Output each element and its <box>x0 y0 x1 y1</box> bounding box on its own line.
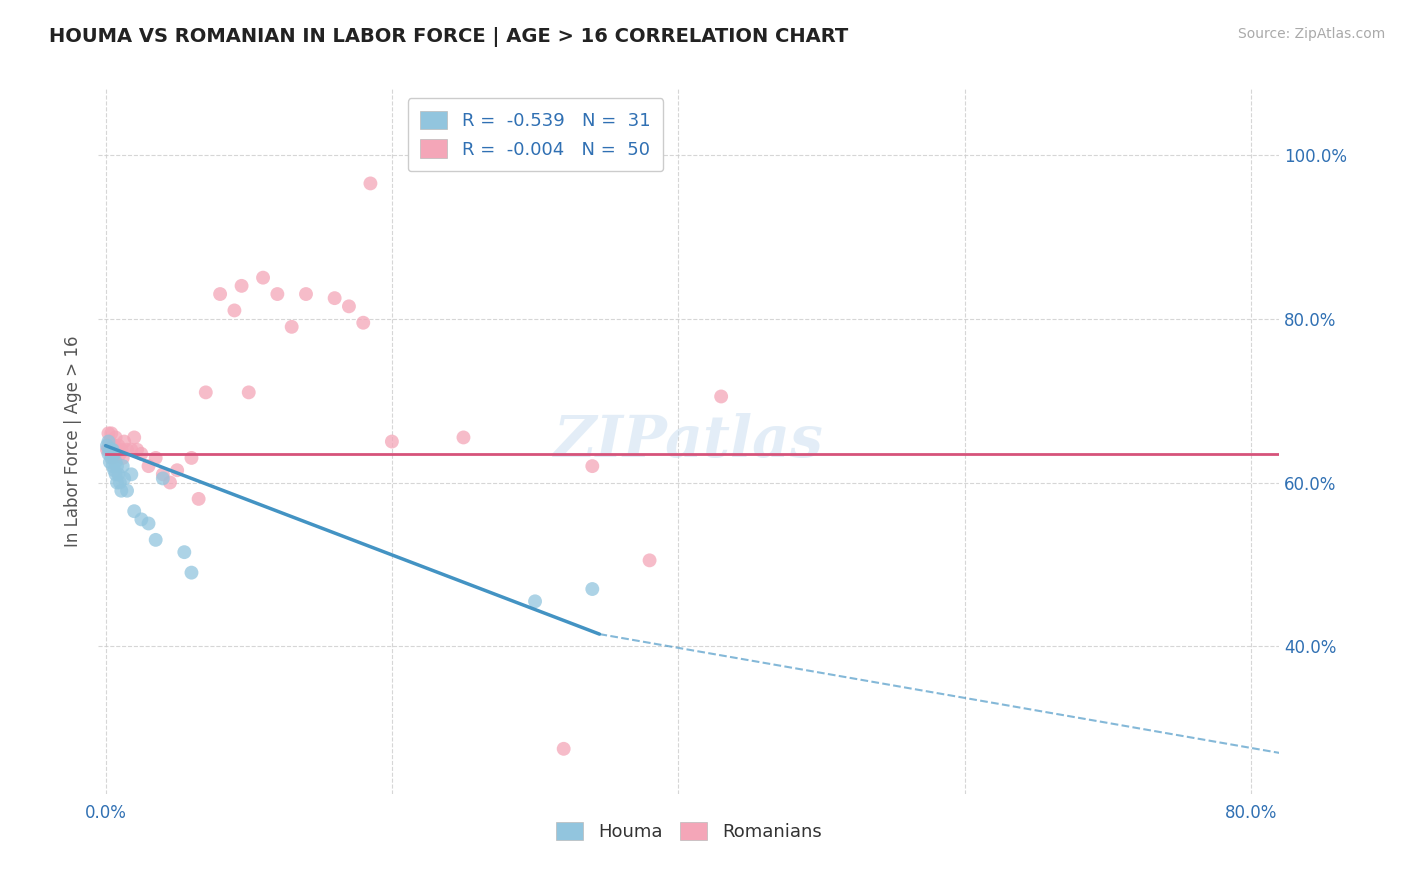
Point <box>238 385 260 400</box>
Point <box>180 566 202 580</box>
Point <box>122 430 145 444</box>
Text: HOUMA VS ROMANIAN IN LABOR FORCE | AGE > 16 CORRELATION CHART: HOUMA VS ROMANIAN IN LABOR FORCE | AGE >… <box>49 27 848 46</box>
Point <box>97 434 120 449</box>
Point <box>323 291 346 305</box>
Point <box>152 467 174 482</box>
Point <box>152 471 174 485</box>
Point <box>145 450 167 465</box>
Point <box>524 594 547 608</box>
Point <box>104 455 127 469</box>
Point <box>96 442 118 457</box>
Point <box>97 442 120 457</box>
Point <box>159 475 181 490</box>
Point <box>453 430 475 444</box>
Point <box>104 447 127 461</box>
Point <box>352 316 374 330</box>
Point <box>125 442 148 457</box>
Point <box>145 533 167 547</box>
Point <box>110 483 132 498</box>
Point <box>108 475 131 490</box>
Point <box>103 442 125 457</box>
Y-axis label: In Labor Force | Age > 16: In Labor Force | Age > 16 <box>65 335 83 548</box>
Point <box>194 385 217 400</box>
Point <box>103 447 125 461</box>
Point <box>107 439 129 453</box>
Point <box>209 287 232 301</box>
Point <box>105 459 128 474</box>
Point <box>101 459 124 474</box>
Point <box>131 447 153 461</box>
Point <box>638 553 661 567</box>
Point <box>115 483 138 498</box>
Point <box>224 303 246 318</box>
Point <box>98 442 121 457</box>
Point <box>166 463 188 477</box>
Point <box>187 491 209 506</box>
Point <box>173 545 195 559</box>
Point <box>96 439 118 453</box>
Point <box>710 389 733 403</box>
Point <box>359 177 381 191</box>
Point <box>553 741 575 756</box>
Point <box>103 439 125 453</box>
Point <box>111 450 134 465</box>
Point <box>100 450 122 465</box>
Legend: Houma, Romanians: Houma, Romanians <box>548 814 830 848</box>
Point <box>120 467 142 482</box>
Point <box>112 471 135 485</box>
Point <box>131 512 153 526</box>
Point <box>98 434 121 449</box>
Point <box>252 270 274 285</box>
Point <box>280 319 302 334</box>
Point <box>180 450 202 465</box>
Point <box>107 467 129 482</box>
Point <box>104 467 127 482</box>
Point <box>337 299 360 313</box>
Point <box>98 442 121 457</box>
Point <box>115 442 138 457</box>
Point <box>138 459 160 474</box>
Text: ZIPatlas: ZIPatlas <box>554 413 824 470</box>
Point <box>103 463 125 477</box>
Point <box>111 459 134 474</box>
Point <box>105 442 128 457</box>
Point <box>122 504 145 518</box>
Point <box>105 475 128 490</box>
Point <box>138 516 160 531</box>
Point <box>110 442 132 457</box>
Text: Source: ZipAtlas.com: Source: ZipAtlas.com <box>1237 27 1385 41</box>
Point <box>100 426 122 441</box>
Point <box>104 430 127 444</box>
Point <box>101 439 124 453</box>
Point <box>100 442 122 457</box>
Point <box>231 278 253 293</box>
Point <box>581 459 603 474</box>
Point <box>97 447 120 461</box>
Point <box>581 582 603 596</box>
Point <box>97 426 120 441</box>
Point <box>120 442 142 457</box>
Point <box>108 447 131 461</box>
Point <box>295 287 318 301</box>
Point <box>100 447 122 461</box>
Point <box>266 287 288 301</box>
Point <box>101 450 124 465</box>
Point <box>381 434 404 449</box>
Point <box>101 442 124 457</box>
Point <box>112 434 135 449</box>
Point <box>98 455 121 469</box>
